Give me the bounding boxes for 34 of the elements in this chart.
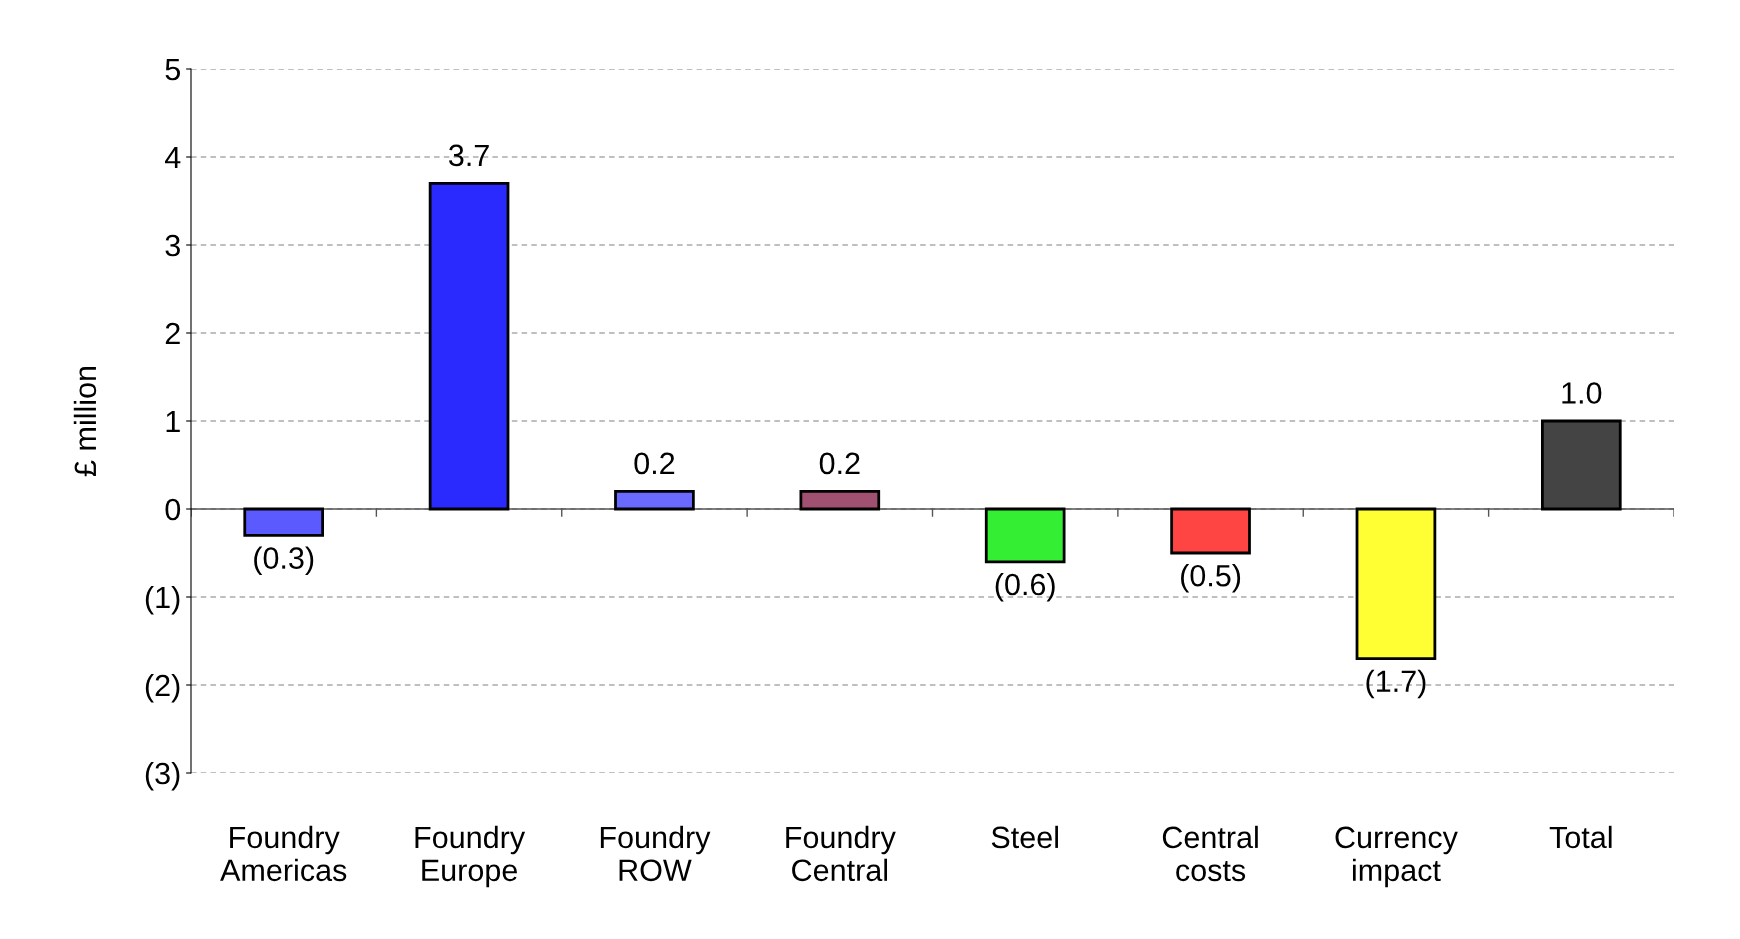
data-label: 1.0 — [1562, 382, 1602, 404]
bar — [428, 182, 510, 511]
y-tick-label: 2 — [165, 322, 180, 345]
data-label: 0.2 — [634, 452, 675, 475]
y-tick-label: 4 — [164, 147, 181, 169]
x-tick-label: Total — [1549, 825, 1612, 849]
y-tick-label: 1 — [166, 411, 180, 433]
bar — [1540, 419, 1622, 511]
y-tick-label: 3 — [165, 234, 180, 257]
y-tick-label: (2) — [145, 673, 180, 703]
data-label: (1.7) — [1366, 669, 1426, 699]
x-tick-label: Steel — [991, 825, 1058, 849]
data-label: (0.5) — [1181, 564, 1241, 593]
y-tick-label: (3) — [145, 761, 180, 791]
x-tick-label: Foundry Americas — [220, 825, 347, 882]
x-tick-label: Currency impact — [1335, 826, 1458, 888]
y-tick-label: 5 — [165, 59, 180, 81]
bar — [1355, 507, 1437, 660]
bar — [984, 507, 1066, 564]
x-tick-label: Central costs — [1162, 825, 1258, 882]
y-tick-label: 0 — [165, 498, 181, 521]
x-tick-label: Foundry ROW — [600, 825, 711, 882]
y-axis-title: £ million — [73, 366, 97, 477]
bar — [799, 490, 881, 511]
x-tick-label: Foundry Europe — [415, 825, 526, 888]
x-tick-label: Foundry Central — [786, 825, 896, 882]
bar — [614, 490, 695, 511]
data-label: 0.2 — [819, 452, 860, 475]
data-label: 3.7 — [448, 144, 489, 167]
y-tick-label: (1) — [145, 585, 180, 615]
bar — [1170, 507, 1251, 555]
data-label: (0.6) — [995, 572, 1055, 602]
bar — [243, 507, 325, 537]
data-label: (0.3) — [254, 546, 314, 575]
